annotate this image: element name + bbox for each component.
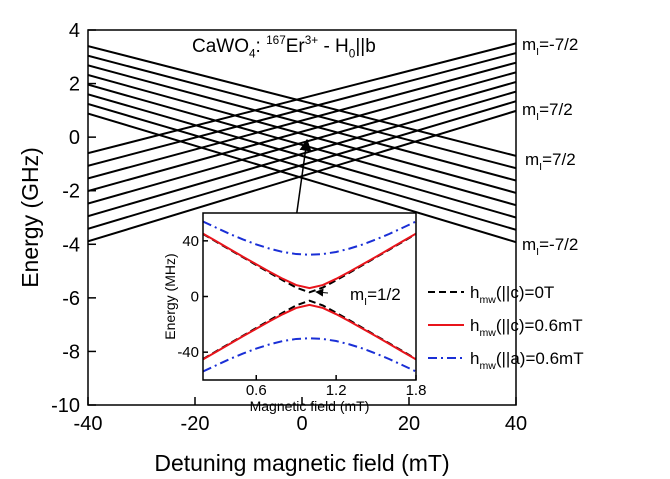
text-part: m	[522, 235, 536, 254]
data-line	[88, 64, 516, 182]
data-line	[88, 45, 516, 157]
y-tick-label: 2	[69, 74, 80, 96]
y-axis-label: Energy (GHz)	[17, 147, 43, 288]
arrow	[315, 288, 329, 297]
text-part: 3+	[305, 34, 319, 47]
text-part: (||c)=0T	[496, 283, 554, 302]
legend-entry: hmw(||c)=0T	[470, 283, 554, 306]
text-part: CaWO	[192, 36, 249, 57]
x-tick-label: 40	[505, 413, 527, 435]
text-part: h	[470, 349, 479, 368]
text-part: - H	[318, 36, 349, 57]
x-tick-label: 1.8	[406, 382, 427, 399]
y-tick-label: 0	[69, 127, 80, 149]
chart-title: CaWO4: 167Er3+ - H0||b	[192, 34, 376, 61]
text-part: 0	[349, 48, 356, 61]
y-tick-label: -4	[62, 234, 80, 256]
data-line	[203, 232, 416, 290]
text-part: mw	[479, 327, 496, 339]
y-tick-label: -10	[51, 395, 80, 417]
data-line	[88, 102, 516, 231]
inset-plot: 0.6 1.2 1.8 -40 0 40 Magnetic field (mT) Energy…	[162, 212, 427, 414]
text-part: m	[522, 35, 536, 54]
text-part: Er	[286, 36, 306, 57]
data-line	[203, 337, 416, 373]
y-tick-label: -6	[62, 288, 80, 310]
text-part: h	[470, 316, 479, 335]
text-part: I	[536, 46, 539, 58]
data-line	[88, 54, 516, 170]
text-part: I	[536, 111, 539, 123]
y-tick-label: -8	[62, 341, 80, 363]
y-tick-label: -40	[177, 344, 199, 361]
data-line	[88, 42, 516, 155]
annotation: mI=7/2	[525, 150, 576, 173]
series-group	[203, 220, 416, 373]
data-line	[88, 61, 516, 180]
data-line	[88, 74, 516, 194]
text-part: =7/2	[539, 100, 573, 119]
x-tick-label: -40	[74, 413, 103, 435]
text-part: =1/2	[367, 285, 401, 304]
y-tick-label: 4	[69, 20, 80, 42]
annotation: mI=-7/2	[522, 35, 578, 58]
text-part: (||a)=0.6mT	[496, 349, 584, 368]
y-tick-label: -2	[62, 181, 80, 203]
legend-entry: hmw(||a)=0.6mT	[470, 349, 584, 372]
text-part: m	[522, 100, 536, 119]
annotation: mI=7/2	[522, 100, 573, 123]
x-tick-label: -20	[181, 413, 210, 435]
annotation: mI=1/2	[350, 285, 401, 308]
text-part: =-7/2	[539, 235, 578, 254]
y-tick-label: 0	[191, 289, 199, 306]
text-part: 4	[249, 48, 256, 61]
text-part: :	[256, 36, 267, 57]
text-part: 167	[266, 34, 286, 47]
data-line	[88, 93, 516, 219]
data-line	[203, 220, 416, 256]
data-line	[203, 303, 416, 361]
text-part: =-7/2	[539, 35, 578, 54]
data-line	[88, 71, 516, 192]
x-tick-label: 1.2	[326, 382, 347, 399]
y-tick-label: 40	[182, 233, 199, 250]
text-part: I	[539, 161, 542, 173]
data-line	[88, 90, 516, 218]
text-part: mw	[479, 294, 496, 306]
text-part: (||c)=0.6mT	[496, 316, 583, 335]
data-line	[88, 52, 516, 167]
data-line	[88, 100, 516, 230]
text-part: =7/2	[542, 150, 576, 169]
annotation: mI=-7/2	[522, 235, 578, 258]
x-axis-label: Detuning magnetic field (mT)	[154, 450, 449, 476]
x-tick-label: 0.6	[246, 382, 267, 399]
x-axis-label: Magnetic field (mT)	[250, 398, 370, 414]
series-group	[88, 42, 516, 244]
text-part: m	[525, 150, 539, 169]
plot-background	[203, 213, 416, 380]
text-part: h	[470, 283, 479, 302]
legend-entry: hmw(||c)=0.6mT	[470, 316, 583, 339]
text-part: mw	[479, 360, 496, 372]
y-axis-label: Energy (MHz)	[162, 253, 178, 339]
x-tick-label: 20	[398, 413, 420, 435]
text-part: I	[536, 246, 539, 258]
text-part: I	[364, 296, 367, 308]
x-tick-label: 0	[296, 413, 307, 435]
text-part: m	[350, 285, 364, 304]
text-part: ||b	[355, 36, 375, 57]
